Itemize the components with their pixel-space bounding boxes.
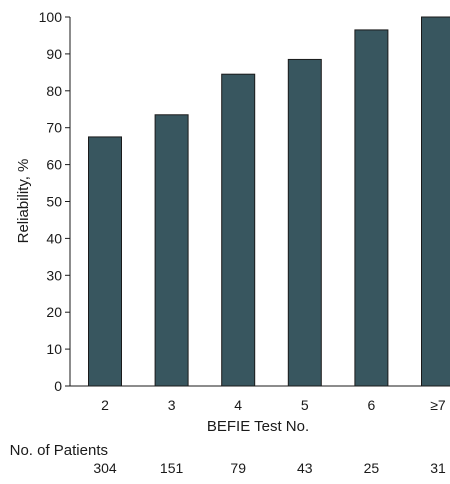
y-tick-label: 50 [46, 194, 62, 210]
patient-count: 79 [230, 460, 246, 476]
bar [288, 59, 321, 386]
patient-count: 304 [93, 460, 117, 476]
x-tick-label: 6 [368, 397, 376, 413]
x-tick-label: 3 [168, 397, 176, 413]
patient-count: 151 [160, 460, 184, 476]
patients-row: 304 151 79 43 25 31 [93, 460, 446, 476]
bars [89, 17, 450, 386]
patient-count: 31 [430, 460, 446, 476]
y-axis: 0 10 20 30 40 50 60 70 80 90 100 [39, 9, 70, 394]
bar [222, 74, 255, 386]
y-tick-label: 30 [46, 267, 62, 283]
y-axis-label: Reliability, % [15, 159, 32, 244]
x-axis-label: BEFIE Test No. [207, 418, 309, 435]
y-tick-label: 10 [46, 341, 62, 357]
y-tick-label: 70 [46, 120, 62, 136]
patient-count: 43 [297, 460, 313, 476]
patient-count: 25 [364, 460, 380, 476]
bar [155, 115, 188, 386]
patients-label: No. of Patients [10, 442, 108, 459]
y-tick-label: 100 [39, 9, 63, 25]
y-tick-label: 40 [46, 230, 62, 246]
x-tick-label: 4 [234, 397, 242, 413]
y-tick-label: 80 [46, 83, 62, 99]
x-tick-label: ≥7 [430, 397, 446, 413]
x-axis: 2 3 4 5 6 ≥7 [70, 386, 450, 413]
bar [355, 30, 388, 386]
bar [422, 17, 450, 386]
x-tick-label: 2 [101, 397, 109, 413]
y-tick-label: 20 [46, 304, 62, 320]
y-tick-label: 0 [54, 378, 62, 394]
y-tick-label: 60 [46, 157, 62, 173]
bar [89, 137, 122, 386]
y-tick-label: 90 [46, 46, 62, 62]
x-tick-label: 5 [301, 397, 309, 413]
